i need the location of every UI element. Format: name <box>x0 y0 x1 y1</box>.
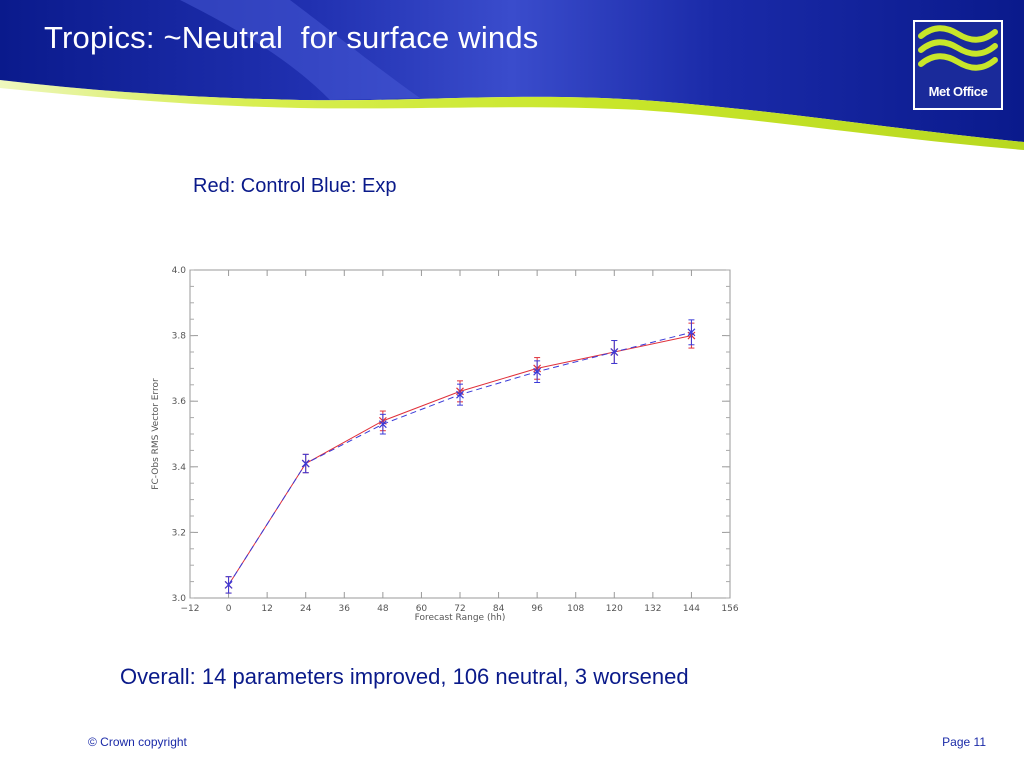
header-background <box>0 0 1024 150</box>
x-tick-label: 132 <box>644 604 661 614</box>
x-tick-label: 36 <box>339 604 351 614</box>
y-tick-label: 3.4 <box>172 463 187 473</box>
page-number: Page 11 <box>942 735 986 749</box>
x-tick-label: 108 <box>567 604 584 614</box>
x-tick-label: 144 <box>683 604 700 614</box>
plot-frame <box>189 269 731 599</box>
y-tick-label: 3.2 <box>172 528 186 538</box>
y-tick-label: 3.8 <box>172 332 187 342</box>
summary-text: Overall: 14 parameters improved, 106 neu… <box>120 664 689 689</box>
data-point <box>610 348 619 356</box>
y-axis: 3.0 3.2 3.4 3.6 3.8 4.0 <box>172 266 730 604</box>
x-tick-label: 60 <box>416 604 428 614</box>
y-axis-label: FC-Obs RMS Vector Error <box>151 378 161 490</box>
data-point <box>301 459 310 468</box>
data-point <box>456 390 464 399</box>
x-axis-label: Forecast Range (hh) <box>415 613 506 623</box>
data-point <box>224 580 233 589</box>
rms-error-chart: 3.0 3.2 3.4 3.6 3.8 4.0 −12 0 12 24 36 48 60 72 84 96 1… <box>151 266 739 623</box>
x-tick-label: 156 <box>721 604 738 614</box>
series-line <box>228 335 692 586</box>
x-tick-label: 12 <box>261 604 272 614</box>
x-tick-label: 96 <box>531 604 543 614</box>
copyright: © Crown copyright <box>88 735 187 749</box>
series-line <box>228 331 692 586</box>
x-tick-label: 72 <box>454 604 465 614</box>
data-point <box>687 328 696 337</box>
logo-text: Met Office <box>928 84 988 99</box>
legend-note: Red: Control Blue: Exp <box>193 175 397 197</box>
x-axis: −12 0 12 24 36 48 60 72 84 96 108 120 132 144 156 <box>181 270 739 614</box>
slide-header: Tropics: ~Neutral for surface winds Met … <box>0 0 1024 150</box>
met-office-logo: Met Office <box>913 20 1003 110</box>
series-control <box>224 322 696 594</box>
series-layer <box>224 319 696 594</box>
data-point <box>378 420 387 429</box>
waves-icon <box>918 25 998 71</box>
x-tick-label: 0 <box>226 604 232 614</box>
y-tick-label: 3.0 <box>172 594 187 604</box>
series-exp <box>224 319 696 594</box>
data-point <box>533 367 542 376</box>
x-tick-label: 84 <box>493 604 505 614</box>
x-tick-label: 120 <box>606 604 623 614</box>
x-tick-label: 48 <box>377 604 389 614</box>
y-tick-label: 4.0 <box>172 266 187 276</box>
slide-title: Tropics: ~Neutral for surface winds <box>44 20 539 55</box>
x-tick-label: −12 <box>181 604 200 614</box>
x-tick-label: 24 <box>300 604 312 614</box>
y-tick-label: 3.6 <box>172 397 187 407</box>
